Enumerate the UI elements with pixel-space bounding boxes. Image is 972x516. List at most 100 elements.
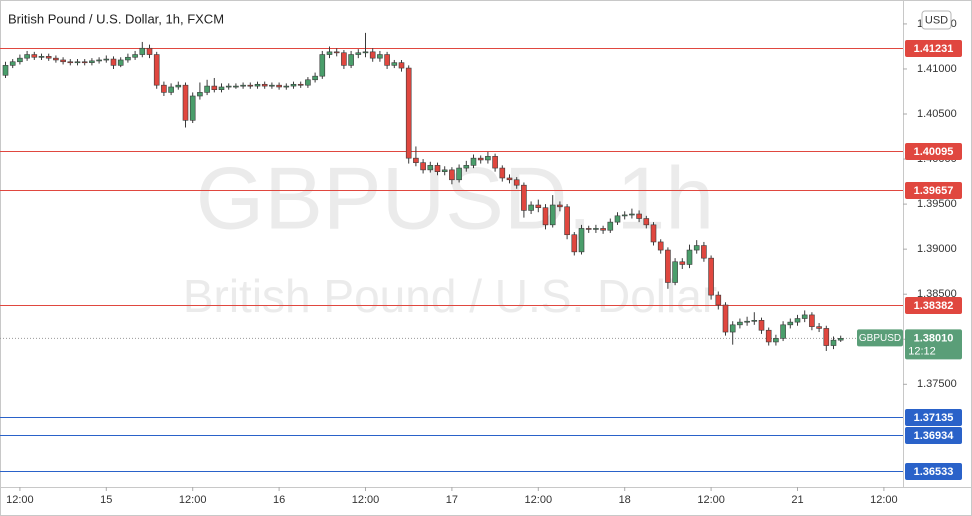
- candle-body: [161, 84, 167, 93]
- candle-body: [715, 294, 722, 306]
- y-tick-label: 1.37500: [917, 378, 957, 390]
- candle-body: [240, 84, 246, 87]
- candle-body: [110, 58, 117, 66]
- x-tick-label: 21: [791, 494, 803, 506]
- level-tag: [905, 297, 962, 314]
- level-tag-label: 1.38382: [914, 300, 954, 312]
- candle-body: [326, 51, 333, 55]
- candle-body: [434, 165, 441, 172]
- candle-body: [355, 52, 362, 55]
- candle-body: [377, 54, 383, 59]
- candle-body: [168, 86, 174, 93]
- level-tag: [905, 409, 962, 426]
- candle-body: [276, 84, 282, 88]
- watermark: GBPUSD, 1h: [196, 148, 714, 247]
- candle-body: [564, 206, 570, 236]
- candle-body: [153, 54, 160, 86]
- candle-body: [708, 257, 714, 296]
- candle-body: [405, 67, 412, 159]
- x-tick-label: 12:00: [6, 494, 34, 506]
- last-price-tag: [905, 329, 962, 360]
- symbol-tag: [857, 329, 903, 347]
- symbol-tag-label: GBPUSD: [859, 333, 901, 344]
- currency[interactable]: USD: [925, 14, 948, 26]
- candle-body: [614, 215, 621, 223]
- candle-body: [657, 241, 664, 251]
- y-tick-label: 1.40500: [917, 108, 957, 120]
- candle-body: [60, 59, 66, 63]
- y-tick-label: 1.41000: [917, 63, 957, 75]
- x-tick-label: 12:00: [870, 494, 898, 506]
- candle-body: [74, 61, 81, 64]
- currency-box[interactable]: [921, 10, 952, 30]
- candle-body: [585, 228, 592, 230]
- candle-body: [693, 245, 700, 251]
- candle-body: [297, 83, 304, 86]
- candle-body: [801, 314, 808, 319]
- candle-body: [420, 162, 426, 171]
- candle-body: [254, 83, 261, 87]
- candle-body: [679, 261, 686, 265]
- candle-body: [341, 52, 347, 66]
- candle-body: [67, 61, 74, 64]
- level-tag-label: 1.40095: [914, 146, 954, 158]
- candle-body: [312, 75, 318, 81]
- candle-body: [17, 57, 23, 63]
- candle-body: [204, 85, 210, 93]
- candle-body: [290, 83, 297, 87]
- candle-body: [413, 157, 419, 163]
- x-tick-label: 15: [100, 494, 112, 506]
- level-tag-label: 1.39657: [914, 185, 954, 197]
- candle-body: [218, 86, 225, 90]
- candle-body: [823, 328, 830, 346]
- watermark-group: GBPUSD, 1h British Pound / U.S. Dollar: [183, 148, 717, 322]
- candle-body: [701, 245, 707, 259]
- candle-body: [729, 324, 736, 333]
- x-tick-label: 16: [273, 494, 285, 506]
- candle-body: [247, 84, 254, 87]
- candle-body: [456, 167, 462, 181]
- x-tick-label: 12:00: [352, 494, 380, 506]
- candle-body: [485, 156, 491, 161]
- candle-body: [132, 54, 138, 58]
- candle-body: [269, 84, 275, 87]
- candles-group: [2, 32, 844, 351]
- level-tag: [905, 427, 962, 444]
- level-tag: [905, 40, 962, 57]
- candle-body: [103, 58, 110, 61]
- candle-body: [765, 329, 772, 343]
- candle-body: [182, 84, 189, 121]
- candle-body: [549, 204, 556, 226]
- tags-group: 1.41231 1.40095 1.39657 1.38382 1.37135 1.369…: [857, 40, 962, 480]
- level-tag-label: 1.36533: [914, 466, 954, 478]
- y-tick-label: 1.39000: [917, 243, 957, 255]
- candle-body: [427, 165, 434, 171]
- candle-body: [557, 204, 563, 208]
- level-tag: [905, 463, 962, 480]
- candle-body: [643, 218, 650, 226]
- candle-body: [578, 228, 585, 253]
- candle-body: [81, 61, 88, 64]
- candle-body: [535, 204, 542, 209]
- candle-body: [773, 338, 779, 343]
- candle-body: [809, 314, 815, 327]
- level-tag: [905, 182, 962, 199]
- candle-body: [319, 54, 326, 77]
- candle-body: [571, 234, 578, 253]
- candle-body: [722, 304, 729, 333]
- candle-body: [492, 156, 498, 169]
- candle-body: [542, 207, 549, 226]
- candle-body: [737, 321, 743, 326]
- candle-body: [787, 321, 794, 326]
- watermark-subtitle: British Pound / U.S. Dollar: [183, 270, 717, 322]
- candle-body: [830, 339, 837, 346]
- candle-body: [233, 85, 239, 88]
- x-tick-label: 17: [446, 494, 458, 506]
- candle-body: [672, 261, 678, 283]
- x-tick-label: 18: [619, 494, 631, 506]
- candle-body: [398, 62, 405, 69]
- candle-body: [837, 338, 844, 341]
- candle-body: [225, 85, 232, 88]
